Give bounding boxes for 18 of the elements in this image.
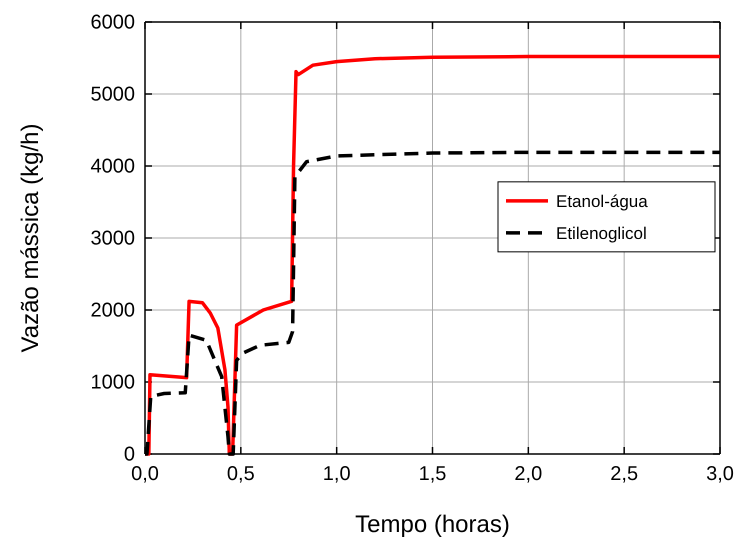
x-tick-label: 0,5 [226,463,255,486]
x-axis-title: Tempo (horas) [355,511,510,538]
y-tick-label: 2000 [90,299,135,322]
x-tick-label: 0,0 [131,463,159,486]
y-tick-label: 0 [124,443,135,466]
y-tick-label: 3000 [90,227,135,250]
legend-label: Etilenoglicol [556,224,647,243]
y-tick-label: 1000 [90,371,135,394]
y-axis-title: Vazão mássica (kg/h) [17,124,44,352]
x-tick-label: 2,0 [514,463,542,486]
y-tick-label: 6000 [90,11,135,34]
x-tick-label: 2,5 [610,463,638,486]
x-tick-label: 1,5 [418,463,446,486]
legend-label: Etanol-água [556,192,648,211]
y-tick-label: 4000 [90,155,135,178]
y-tick-label: 5000 [90,83,135,106]
x-tick-label: 1,0 [322,463,351,486]
x-tick-label: 3,0 [706,463,734,486]
